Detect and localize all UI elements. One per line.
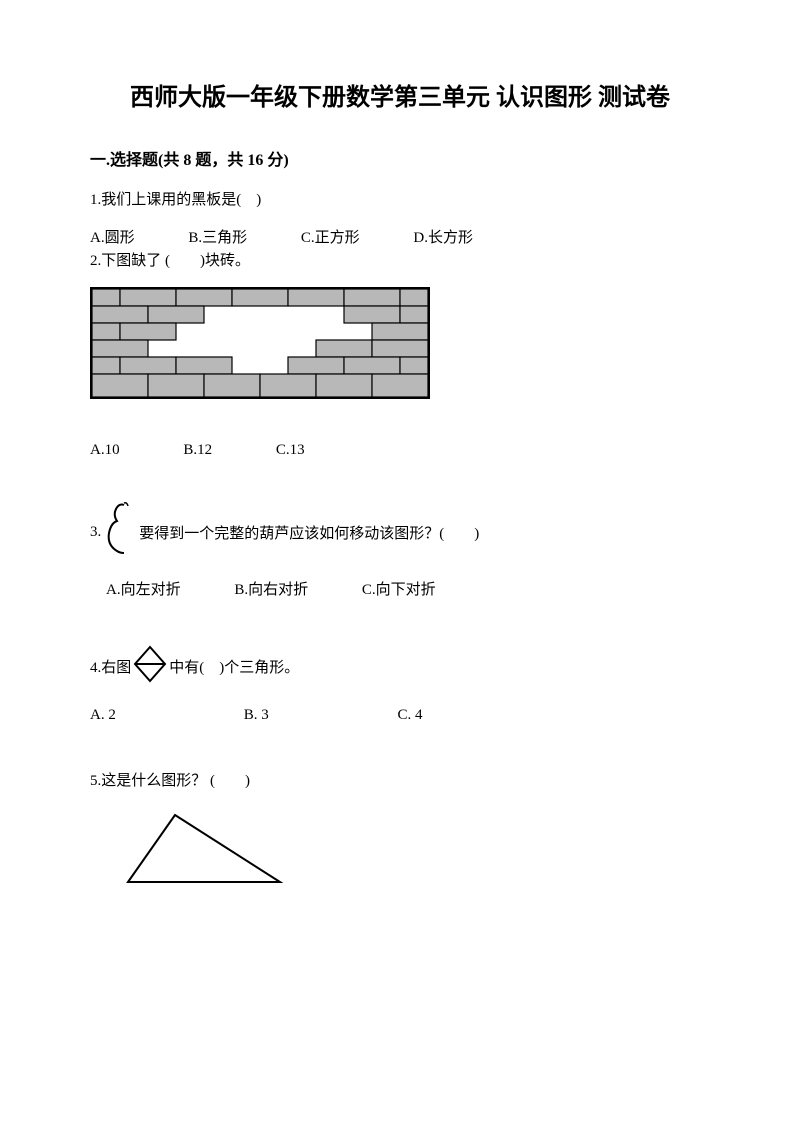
q2-opt-c: C.13	[276, 442, 305, 459]
brick-wall-figure	[90, 287, 710, 404]
q1-opt-c: C.正方形	[301, 226, 360, 247]
page-title: 西师大版一年级下册数学第三单元 认识图形 测试卷	[90, 80, 710, 116]
q4-opt-a: A. 2	[90, 703, 240, 727]
q3-num: 3.	[90, 524, 101, 541]
question-2: 2.下图缺了 ( )块砖。	[90, 249, 710, 273]
q3-text: 要得到一个完整的葫芦应该如何移动该图形？( )	[139, 522, 479, 543]
diamond-icon	[131, 644, 169, 689]
question-5: 5.这是什么图形？ ( )	[90, 769, 710, 793]
q1-opt-d: D.长方形	[413, 226, 473, 247]
triangle-figure	[120, 807, 710, 897]
q4-post: 中有( )个三角形。	[169, 656, 299, 677]
q4-opt-c: C. 4	[398, 703, 423, 727]
brick-wall-svg	[90, 287, 430, 399]
q2-opt-a: A.10	[90, 442, 120, 459]
gourd-icon	[101, 501, 139, 564]
q2-options: A.10 B.12 C.13	[90, 442, 710, 459]
q1-opt-a: A.圆形	[90, 226, 135, 247]
section-header: 一.选择题(共 8 题，共 16 分)	[90, 146, 710, 170]
q1-options: A.圆形 B.三角形 C.正方形 D.长方形	[90, 226, 710, 247]
q3-opt-b: B.向右对折	[234, 578, 308, 602]
question-1: 1.我们上课用的黑板是( )	[90, 188, 710, 212]
q1-opt-b: B.三角形	[188, 226, 247, 247]
q4-pre: 4.右图	[90, 656, 131, 677]
question-3: 3. 要得到一个完整的葫芦应该如何移动该图形？( )	[90, 501, 710, 564]
q3-opt-c: C.向下对折	[362, 578, 436, 602]
q4-options: A. 2 B. 3 C. 4	[90, 703, 710, 727]
q3-opt-a: A.向左对折	[106, 578, 181, 602]
page-content: 西师大版一年级下册数学第三单元 认识图形 测试卷 一.选择题(共 8 题，共 1…	[0, 0, 800, 937]
q4-opt-b: B. 3	[244, 703, 394, 727]
q2-opt-b: B.12	[183, 442, 212, 459]
q3-options: A.向左对折 B.向右对折 C.向下对折	[90, 578, 710, 602]
question-4: 4.右图 中有( )个三角形。	[90, 644, 710, 689]
